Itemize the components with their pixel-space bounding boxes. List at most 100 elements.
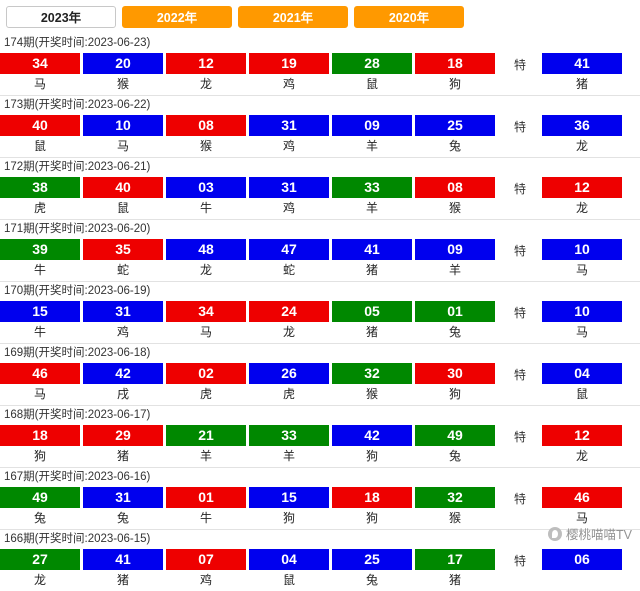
ball-zodiac: 兔: [332, 570, 412, 591]
year-tab-3[interactable]: 2020年: [354, 6, 464, 28]
ball-number: 03: [166, 177, 246, 198]
ball-number: 31: [249, 115, 329, 136]
draw-ball: 49 兔: [0, 487, 80, 529]
ball-zodiac: 牛: [0, 322, 80, 343]
year-tab-0[interactable]: 2023年: [6, 6, 116, 28]
ball-number: 38: [0, 177, 80, 198]
ball-zodiac: 狗: [415, 384, 495, 405]
draw-number-row: 46 马 42 戌 02 虎 26 虎 32 猴 30 狗特 04 鼠: [0, 363, 640, 405]
special-ball-zodiac: 马: [542, 322, 622, 343]
ball-number: 47: [249, 239, 329, 260]
ball-zodiac: 猴: [166, 136, 246, 157]
ball-zodiac: 牛: [166, 198, 246, 219]
draw-block: 171期(开奖时间:2023-06-20) 39 牛 35 蛇 48 龙 47 蛇 41 猪 09 羊特…: [0, 219, 640, 281]
draw-number-row: 49 兔 31 兔 01 牛 15 狗 18 狗 32 猴特 46 马: [0, 487, 640, 529]
special-ball-zodiac: 猪: [542, 74, 622, 95]
ball-number: 33: [249, 425, 329, 446]
ball-zodiac: 羊: [332, 198, 412, 219]
ball-number: 18: [0, 425, 80, 446]
special-ball-number: 36: [542, 115, 622, 136]
special-ball-zodiac: 马: [542, 260, 622, 281]
ball-zodiac: 鸡: [249, 198, 329, 219]
draw-block: 174期(开奖时间:2023-06-23) 34 马 20 猴 12 龙 19 鸡 28 鼠 18 狗 特…: [0, 34, 640, 95]
ball-zodiac: 狗: [332, 508, 412, 529]
draw-ball: 05 猪: [332, 301, 412, 343]
ball-number: 25: [415, 115, 495, 136]
draw-ball: 09 羊: [415, 239, 495, 281]
special-separator-label: 特: [513, 182, 526, 196]
ball-zodiac: 鼠: [332, 74, 412, 95]
ball-number: 32: [332, 363, 412, 384]
ball-number: 34: [0, 53, 80, 74]
ball-zodiac: 马: [166, 322, 246, 343]
special-separator-label: 特: [513, 430, 526, 444]
draw-ball: 31 鸡: [83, 301, 163, 343]
special-ball-zodiac: 龙: [542, 136, 622, 157]
ball-number: 26: [249, 363, 329, 384]
ball-number: 31: [83, 487, 163, 508]
ball-number: 20: [83, 53, 163, 74]
draw-ball: 31 鸡: [249, 177, 329, 219]
special-ball: 12 龙: [542, 425, 622, 467]
draw-ball: 26 虎: [249, 363, 329, 405]
ball-zodiac: 猪: [83, 570, 163, 591]
draw-ball: 15 牛: [0, 301, 80, 343]
draw-number-row: 38 虎 40 鼠 03 牛 31 鸡 33 羊 08 猴 特 12 龙: [0, 177, 640, 219]
special-ball-number: 12: [542, 177, 622, 198]
ball-number: 01: [415, 301, 495, 322]
draw-ball: 38 虎: [0, 177, 80, 219]
ball-zodiac: 牛: [166, 508, 246, 529]
ball-number: 40: [83, 177, 163, 198]
ball-number: 09: [332, 115, 412, 136]
ball-zodiac: 羊: [332, 136, 412, 157]
draw-issue-label: 171期(开奖时间:2023-06-20): [0, 220, 640, 239]
special-ball-zodiac: 龙: [542, 446, 622, 467]
ball-number: 12: [166, 53, 246, 74]
ball-number: 42: [332, 425, 412, 446]
special-separator-label: 特: [513, 58, 526, 72]
year-tab-2[interactable]: 2021年: [238, 6, 348, 28]
ball-number: 18: [415, 53, 495, 74]
special-separator-label: 特: [513, 120, 526, 134]
ball-zodiac: 龙: [0, 570, 80, 591]
draw-ball: 25 兔: [332, 549, 412, 591]
ball-zodiac: 龙: [166, 260, 246, 281]
draw-ball: 42 戌: [83, 363, 163, 405]
draw-block: 172期(开奖时间:2023-06-21) 38 虎 40 鼠 03 牛 31 鸡 33 羊 08 猴 特…: [0, 157, 640, 219]
ball-zodiac: 猪: [332, 260, 412, 281]
draw-ball: 41 猪: [83, 549, 163, 591]
ball-zodiac: 马: [83, 136, 163, 157]
draw-number-row: 40 鼠 10 马 08 猴 31 鸡 09 羊 25 兔 特 36 龙: [0, 115, 640, 157]
ball-number: 30: [415, 363, 495, 384]
special-ball-zodiac: 鼠: [542, 384, 622, 405]
draw-ball: 40 鼠: [0, 115, 80, 157]
special-ball-number: 06: [542, 549, 622, 570]
ball-zodiac: 兔: [415, 322, 495, 343]
ball-zodiac: 兔: [83, 508, 163, 529]
special-separator-label: 特: [513, 492, 526, 506]
draw-ball: 30 狗: [415, 363, 495, 405]
ball-number: 15: [0, 301, 80, 322]
draw-ball: 46 马: [0, 363, 80, 405]
ball-zodiac: 羊: [249, 446, 329, 467]
draw-number-row: 27 龙 41 猪 07 鸡 04 鼠 25 兔 17 猪特 06: [0, 549, 640, 591]
watermark: 樱桃喵喵TV: [548, 524, 632, 543]
ball-zodiac: 虎: [166, 384, 246, 405]
ball-zodiac: 鼠: [0, 136, 80, 157]
year-tab-1[interactable]: 2022年: [122, 6, 232, 28]
special-ball-number: 46: [542, 487, 622, 508]
ball-number: 19: [249, 53, 329, 74]
ball-number: 08: [166, 115, 246, 136]
ball-zodiac: 鸡: [249, 74, 329, 95]
ball-number: 35: [83, 239, 163, 260]
ball-number: 25: [332, 549, 412, 570]
ball-number: 29: [83, 425, 163, 446]
lottery-results-page: 2023年 2022年 2021年 2020年 174期(开奖时间:2023-06-2…: [0, 6, 640, 587]
draw-block: 167期(开奖时间:2023-06-16) 49 兔 31 兔 01 牛 15 狗 18 狗 32 猴特…: [0, 467, 640, 529]
ball-zodiac: 马: [0, 74, 80, 95]
ball-zodiac: 猴: [83, 74, 163, 95]
draw-number-row: 18 狗 29 猪 21 羊 33 羊 42 狗 49 兔特 12 龙: [0, 425, 640, 467]
draw-ball: 40 鼠: [83, 177, 163, 219]
ball-zodiac: 狗: [415, 74, 495, 95]
ball-number: 24: [249, 301, 329, 322]
